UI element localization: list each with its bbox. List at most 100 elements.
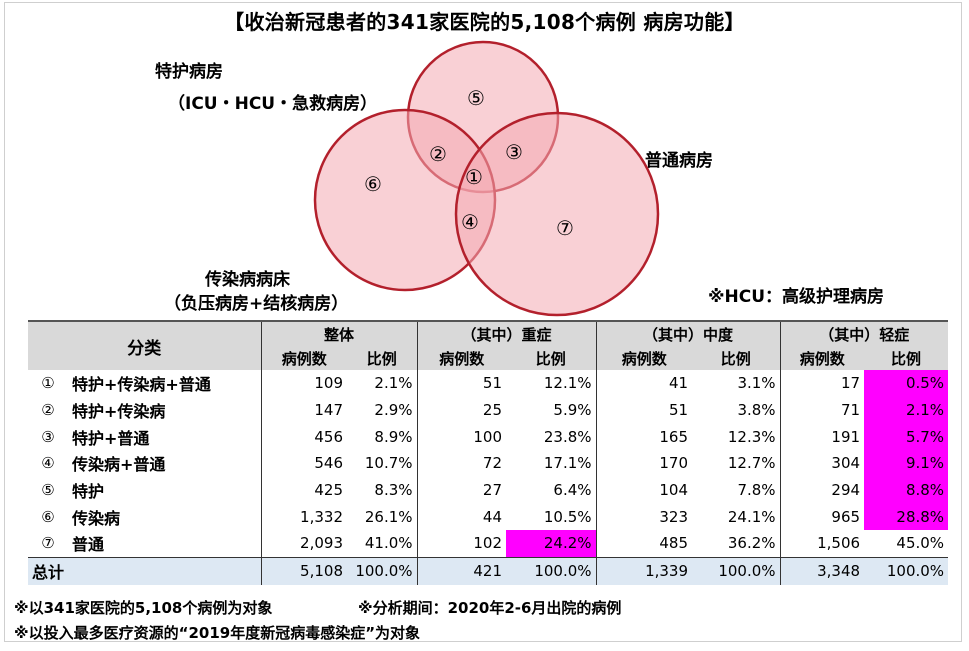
page-title: 【收治新冠患者的341家医院的5,108个病例 病房功能】 <box>224 10 745 34</box>
case-count-cell: 1,332 <box>260 503 347 531</box>
note-scope: ※以341家医院的5,108个病例为对象 <box>14 599 273 617</box>
row-category: 特护+传染病+普通 <box>72 375 211 395</box>
case-table: 分类 整体 （其中）重症 （其中）中度 （其中）轻症 病例数 比例 病例数 比例… <box>28 320 949 585</box>
figure-frame <box>4 2 962 642</box>
region-7-number: ⑦ <box>556 216 574 240</box>
ratio-cell: 41.0% <box>364 534 413 553</box>
ratio-cell: 28.8% <box>864 503 949 531</box>
case-count-cell: 546 <box>260 450 347 477</box>
ratio-cell: 45.0% <box>896 534 945 553</box>
ratio-cell: 10.5% <box>543 507 592 526</box>
ratio-cell: 3.8% <box>737 401 776 420</box>
ratio-cell: 24.1% <box>727 507 776 526</box>
row-number: ⑥ <box>41 507 55 526</box>
ratio-cell: 17.1% <box>543 454 592 473</box>
label-infect-sub: （负压病房+结核病房） <box>164 294 349 314</box>
hcu-note: ※HCU：高级护理病房 <box>708 287 885 307</box>
case-count-cell: 165 <box>595 423 693 451</box>
ratio-cell: 26.1% <box>364 507 413 526</box>
region-5-number: ⑤ <box>467 86 485 110</box>
table-row: ② 特护+传染病 147 2.9% 25 5.9% 51 3.8% 71 2.1% <box>28 396 949 424</box>
ratio-cell: 2.1% <box>864 396 949 424</box>
col-header-count: 病例数 <box>416 346 507 370</box>
row-number: ④ <box>41 454 55 473</box>
case-count-cell: 965 <box>779 503 865 531</box>
total-count-cell: 1,339 <box>595 556 693 585</box>
ratio-cell: 2.9% <box>374 401 413 420</box>
note-period: ※分析期间：2020年2-6月出院的病例 <box>358 599 622 617</box>
table-row: ⑥ 传染病 1,332 26.1% 44 10.5% 323 24.1% 965 28.8% <box>28 503 949 531</box>
case-count-cell: 71 <box>779 396 865 424</box>
case-count-cell: 170 <box>595 450 693 477</box>
case-count-cell: 102 <box>416 530 507 558</box>
table-row: ① 特护+传染病+普通 109 2.1% 51 12.1% 41 3.1% 17 0.5% <box>28 370 949 397</box>
col-header-count: 病例数 <box>779 346 865 370</box>
region-4-number: ④ <box>461 210 479 234</box>
label-infect: 传染病病床 <box>205 270 290 290</box>
case-count-cell: 100 <box>416 423 507 451</box>
total-count-cell: 5,108 <box>260 556 347 585</box>
case-count-cell: 51 <box>416 370 507 397</box>
case-count-cell: 304 <box>779 450 865 477</box>
table-row: ④ 传染病+普通 546 10.7% 72 17.1% 170 12.7% 304 9.1% <box>28 450 949 477</box>
row-number: ③ <box>41 427 55 446</box>
row-number: ① <box>41 374 55 393</box>
case-count-cell: 425 <box>260 476 347 504</box>
case-count-cell: 191 <box>779 423 865 451</box>
ratio-cell: 23.8% <box>543 427 592 446</box>
total-ratio-cell: 100.0% <box>692 556 781 585</box>
ratio-cell: 5.9% <box>553 401 592 420</box>
group-header-overall: 整体 <box>260 320 418 346</box>
row-category: 传染病 <box>72 508 121 528</box>
col-header-ratio: 比例 <box>692 346 781 370</box>
ratio-cell: 12.3% <box>727 427 776 446</box>
case-count-cell: 51 <box>595 396 693 424</box>
col-header-ratio: 比例 <box>506 346 597 370</box>
case-count-cell: 44 <box>416 503 507 531</box>
ratio-cell: 2.1% <box>374 374 413 393</box>
total-ratio-cell: 100.0% <box>347 556 418 585</box>
case-count-cell: 25 <box>416 396 507 424</box>
case-count-cell: 41 <box>595 370 693 397</box>
ratio-cell: 0.5% <box>864 370 949 397</box>
table-row: ③ 特护+普通 456 8.9% 100 23.8% 165 12.3% 191 5.7% <box>28 423 949 451</box>
category-header: 分类 <box>28 320 261 370</box>
col-header-count: 病例数 <box>595 346 693 370</box>
venn-diagram <box>313 40 660 317</box>
ratio-cell: 5.7% <box>864 423 949 451</box>
total-row: 总计 5,108 100.0% 421 100.0% 1,339 100.0% 3,348 10… <box>28 556 949 585</box>
label-icu-sub: （ICU・HCU・急救病房） <box>168 94 378 114</box>
ratio-cell: 3.1% <box>737 374 776 393</box>
case-count-cell: 104 <box>595 476 693 504</box>
row-category: 特护+传染病 <box>72 402 166 422</box>
table-row: ⑦ 普通 2,093 41.0% 102 24.2% 485 36.2% 1,506 45.0% <box>28 530 948 558</box>
col-header-count: 病例数 <box>260 346 347 370</box>
case-count-cell: 27 <box>416 476 507 504</box>
note-target: ※以投入最多医疗资源的“2019年度新冠病毒感染症”为对象 <box>14 624 421 642</box>
row-category: 特护+普通 <box>72 428 150 448</box>
ratio-cell: 10.7% <box>364 454 413 473</box>
col-header-ratio: 比例 <box>864 346 949 370</box>
total-count-cell: 421 <box>416 556 507 585</box>
col-header-ratio: 比例 <box>347 346 418 370</box>
row-category: 特护 <box>72 482 105 502</box>
ratio-cell: 12.1% <box>543 374 592 393</box>
label-icu: 特护病房 <box>155 62 223 82</box>
group-header-mild: （其中）轻症 <box>779 320 949 346</box>
case-count-cell: 72 <box>416 450 507 477</box>
region-2-number: ② <box>429 142 447 166</box>
ratio-cell: 8.9% <box>374 427 413 446</box>
ratio-cell: 6.4% <box>553 481 592 500</box>
region-3-number: ③ <box>505 140 523 164</box>
row-number: ⑤ <box>41 481 55 500</box>
case-count-cell: 147 <box>260 396 347 424</box>
case-count-cell: 456 <box>260 423 347 451</box>
total-label: 总计 <box>28 556 261 585</box>
total-ratio-cell: 100.0% <box>864 556 949 585</box>
case-count-cell: 323 <box>595 503 693 531</box>
case-count-cell: 2,093 <box>260 530 347 558</box>
ratio-cell: 24.2% <box>506 530 597 558</box>
ratio-cell: 9.1% <box>864 450 949 477</box>
row-number: ⑦ <box>41 534 55 553</box>
case-count-cell: 17 <box>779 370 865 397</box>
